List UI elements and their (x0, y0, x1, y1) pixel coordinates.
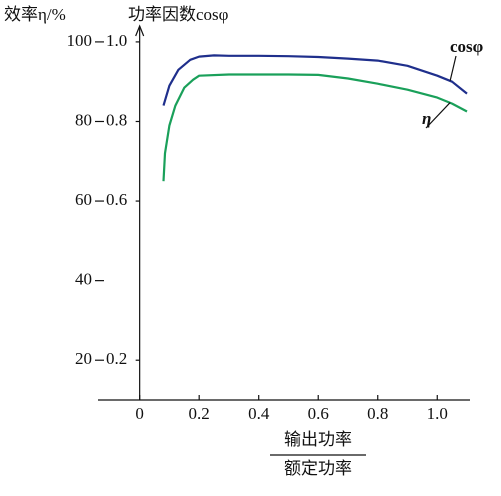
y2-axis-label: 功率因数cosφ (128, 5, 229, 24)
x-tick-label: 0.4 (248, 404, 270, 423)
series-line (162, 73, 468, 182)
x-tick-label: 1.0 (427, 404, 448, 423)
y2-tick-label: 0.8 (106, 110, 127, 129)
series-label: cosφ (450, 37, 484, 56)
x-tick-label: 0.6 (308, 404, 329, 423)
y2-tick-label: 0.2 (106, 349, 127, 368)
x-tick-label: 0 (135, 404, 144, 423)
y-axis-label: 效率η/% (4, 5, 66, 24)
x-tick-label: 0.8 (367, 404, 388, 423)
x-tick-label: 0.2 (189, 404, 210, 423)
y-tick-label: 20 (75, 349, 92, 368)
y2-tick-label: 0.6 (106, 190, 127, 209)
y2-tick-label: 1.0 (106, 31, 127, 50)
series-label: η (422, 109, 431, 128)
y-tick-label: 60 (75, 190, 92, 209)
y-tick-label: 80 (75, 110, 92, 129)
y-tick-label: 40 (75, 270, 92, 289)
y-tick-label: 100 (67, 31, 93, 50)
y-axis-arrow (135, 24, 145, 37)
label-leader (449, 55, 457, 81)
x-label-numerator: 输出功率 (284, 430, 352, 449)
label-leader (425, 102, 451, 129)
series-line (162, 54, 468, 106)
x-label-denominator: 额定功率 (284, 459, 352, 478)
